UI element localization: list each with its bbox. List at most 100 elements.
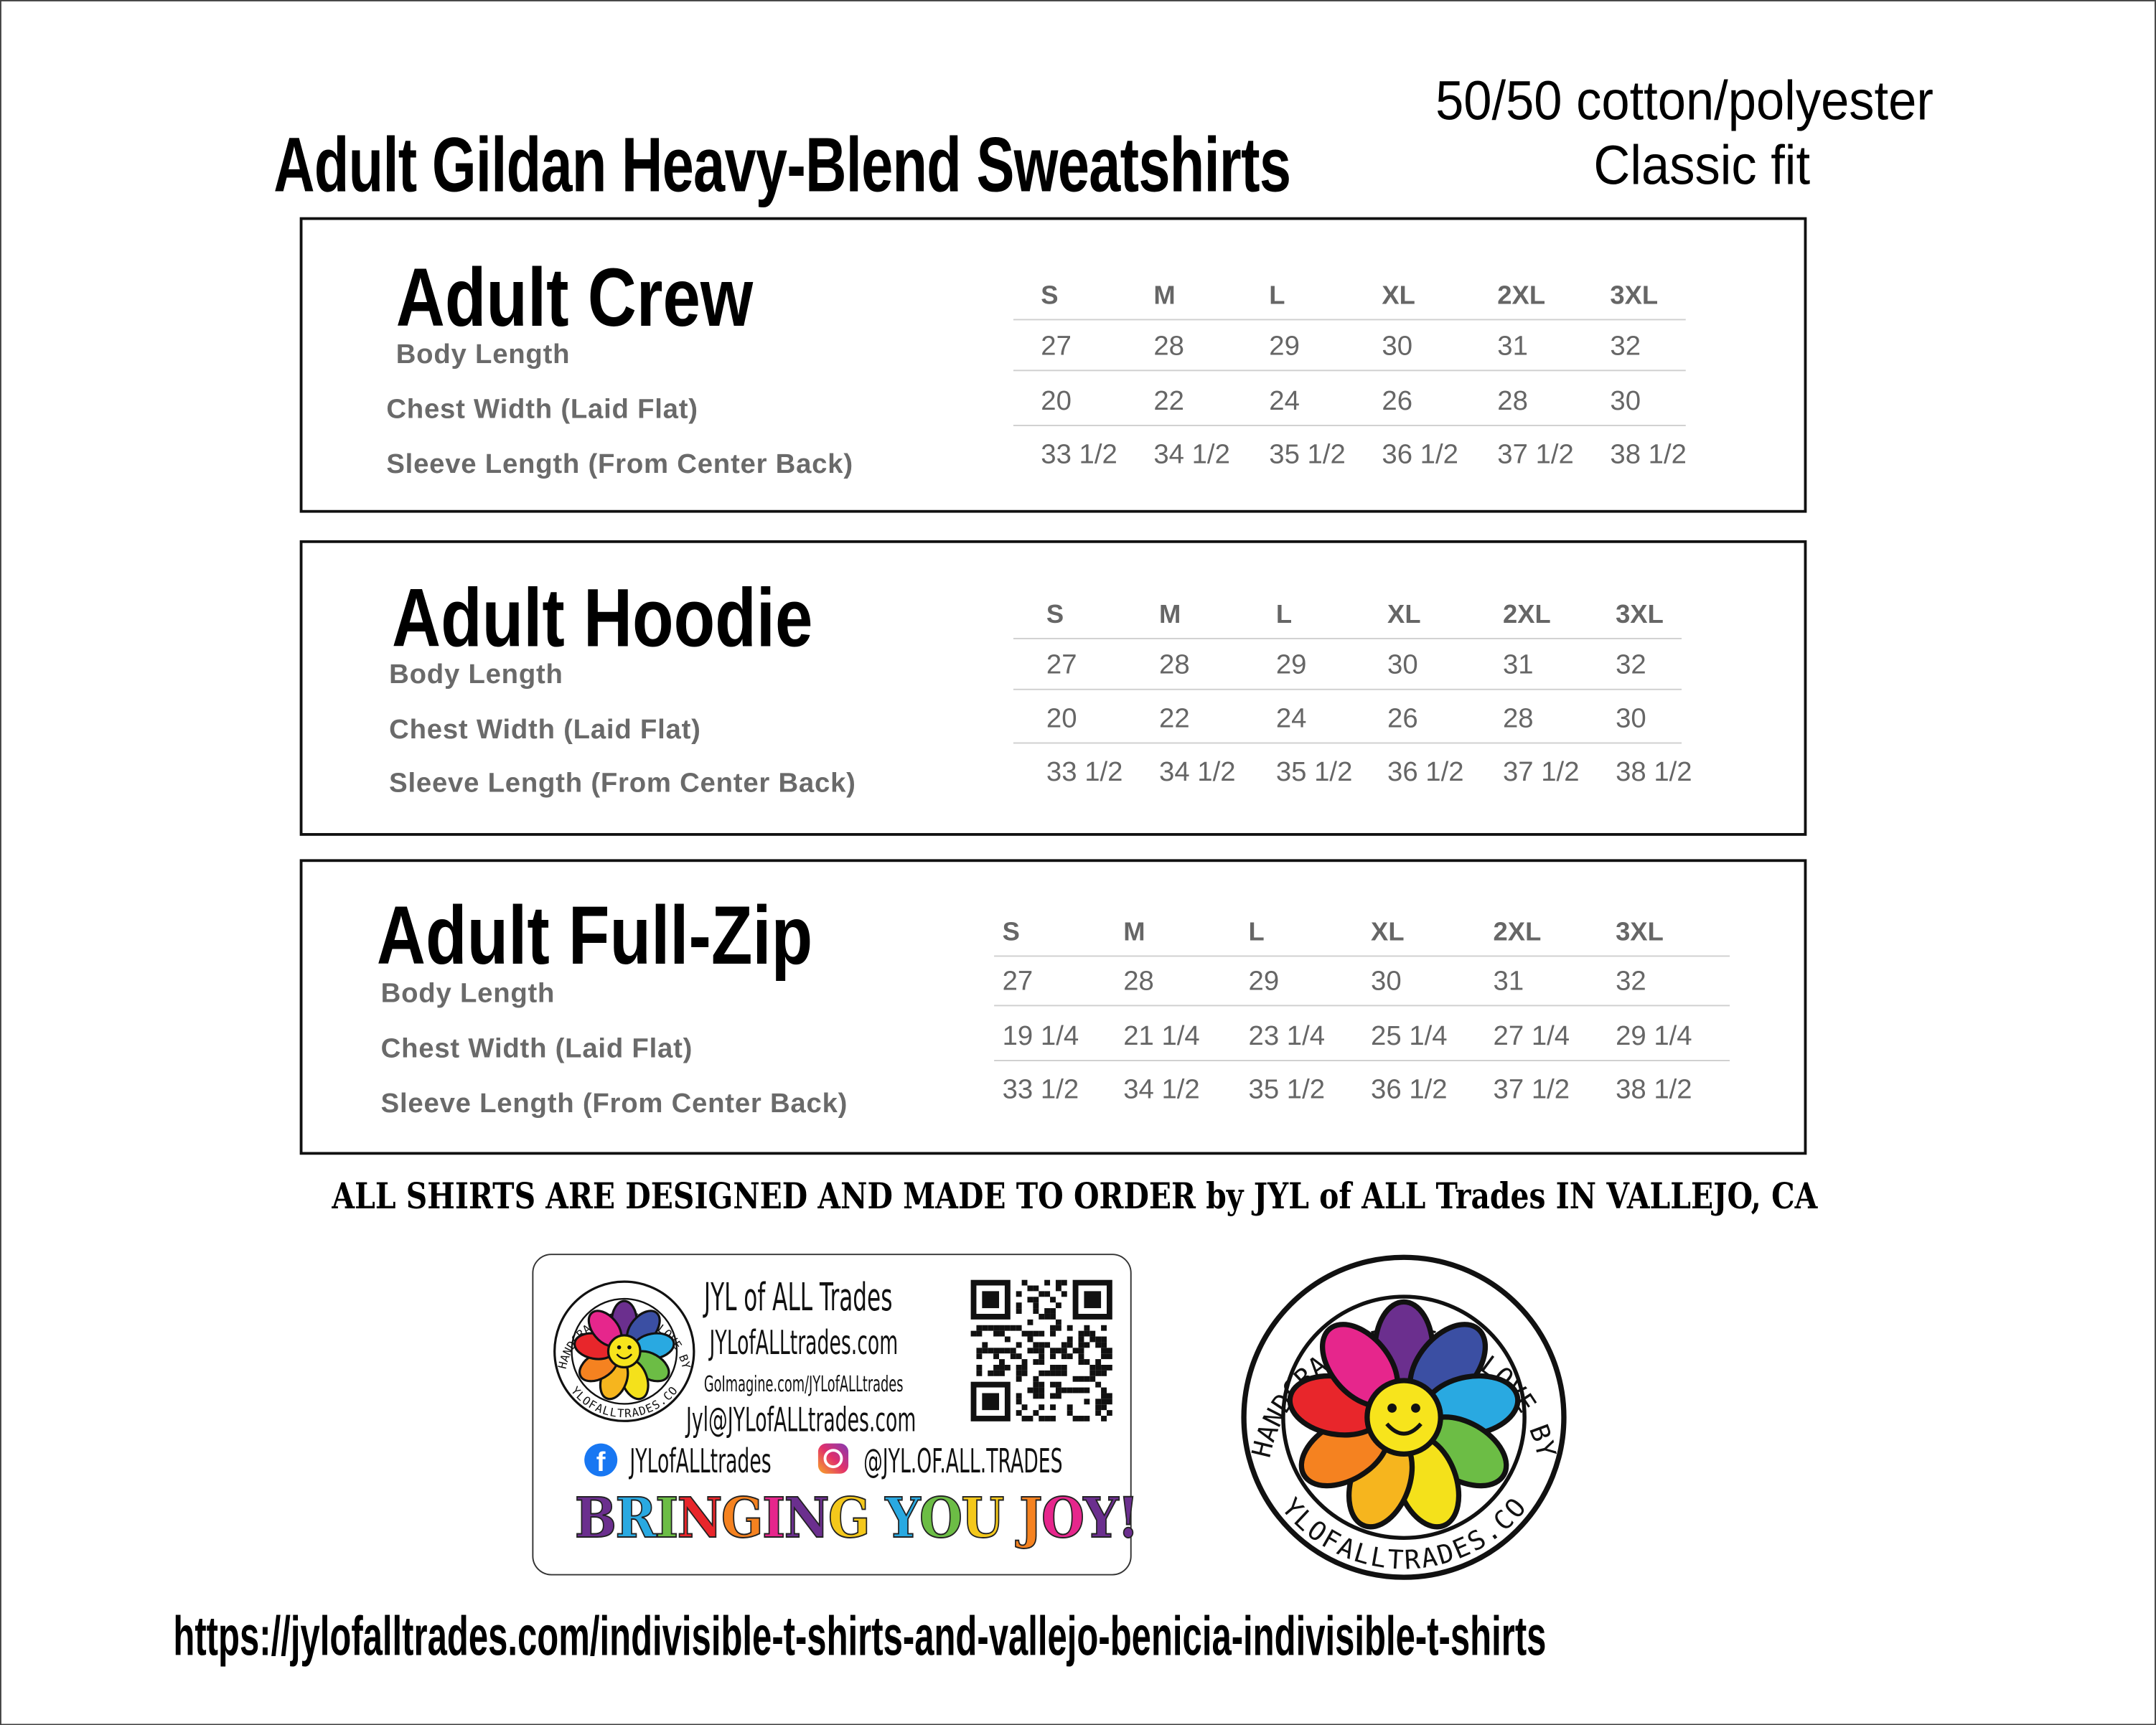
slogan-letter: B	[574, 1485, 617, 1551]
slogan-letter: Y	[1082, 1485, 1119, 1551]
size-value: 37 1/2	[1502, 757, 1580, 788]
size-value: 30	[1371, 966, 1402, 997]
size-header: M	[1159, 601, 1181, 630]
size-header: 3XL	[1610, 281, 1659, 311]
size-header: M	[1123, 918, 1145, 947]
fabric-info: 50/50 cotton/polyester	[1435, 71, 1934, 132]
size-header: 3XL	[1616, 918, 1664, 947]
size-value: 29	[1275, 650, 1307, 681]
size-header: 2XL	[1502, 601, 1551, 630]
size-value: 27	[1041, 331, 1072, 362]
slogan-letter: U	[960, 1485, 1005, 1551]
slogan-letter: O	[1041, 1485, 1085, 1551]
size-value: 34 1/2	[1159, 757, 1236, 788]
slogan: BRINGING YOU JOY!	[574, 1485, 1140, 1551]
size-value: 38 1/2	[1616, 757, 1692, 788]
size-table-box	[299, 859, 1807, 1155]
measurement-label: Body Length	[389, 659, 563, 690]
slogan-letter: N	[784, 1485, 830, 1551]
size-header: M	[1153, 281, 1176, 311]
row-divider	[994, 1060, 1730, 1061]
size-value: 34 1/2	[1153, 440, 1230, 471]
size-value: 19 1/4	[1002, 1021, 1079, 1052]
size-value: 28	[1159, 650, 1190, 681]
size-value: 25 1/4	[1371, 1021, 1448, 1052]
size-value: 26	[1382, 386, 1413, 417]
size-table-box	[299, 217, 1807, 513]
size-value: 27	[1002, 966, 1034, 997]
size-value: 29 1/4	[1616, 1021, 1692, 1052]
size-value: 22	[1153, 386, 1184, 417]
slogan-letter: J	[1018, 1485, 1043, 1551]
small-flower-logo: HANDCRAFTED WITH LOVE BYJYLOFALLTRADES.C…	[553, 1280, 695, 1422]
slogan-letter: G	[721, 1485, 764, 1551]
product-title: Adult Crew	[395, 251, 754, 344]
size-header: XL	[1382, 281, 1415, 311]
measurement-label: Chest Width (Laid Flat)	[380, 1033, 693, 1064]
size-value: 20	[1041, 386, 1072, 417]
measurement-label: Chest Width (Laid Flat)	[389, 715, 701, 746]
instagram-handle[interactable]: @JYL.OF.ALL.TRADES	[863, 1442, 1063, 1481]
size-value: 27 1/4	[1493, 1021, 1570, 1052]
measurement-label: Body Length	[395, 339, 571, 370]
slogan-letter: !	[1117, 1485, 1140, 1551]
size-value: 28	[1123, 966, 1154, 997]
fit-info: Classic fit	[1593, 136, 1811, 197]
size-value: 21 1/4	[1123, 1021, 1200, 1052]
card-goimagine: GoImagine.com/JYLofALLtrades	[703, 1371, 904, 1397]
size-value: 36 1/2	[1371, 1075, 1448, 1106]
size-value: 33 1/2	[1046, 757, 1123, 788]
size-value: 32	[1610, 331, 1641, 362]
size-header: XL	[1387, 601, 1421, 630]
size-value: 37 1/2	[1497, 440, 1574, 471]
card-website: JYLofALLtrades.com	[709, 1323, 899, 1363]
row-divider	[1013, 637, 1682, 639]
size-value: 23 1/4	[1248, 1021, 1326, 1052]
row-divider	[1013, 742, 1682, 744]
row-divider	[994, 955, 1730, 957]
slogan-letter: O	[919, 1485, 963, 1551]
slogan-letter	[1003, 1486, 1019, 1551]
facebook-handle[interactable]: JYLofALLtrades	[629, 1442, 772, 1481]
size-value: 20	[1046, 703, 1077, 735]
size-value: 32	[1616, 650, 1646, 681]
size-header: 2XL	[1493, 918, 1542, 947]
size-value: 29	[1269, 331, 1300, 362]
made-to-order-note: ALL SHIRTS ARE DESIGNED AND MADE TO ORDE…	[332, 1176, 1818, 1218]
row-divider	[1013, 370, 1686, 372]
website-url[interactable]: https://jylofalltrades.com/indivisible-t…	[173, 1607, 1547, 1668]
qr-code[interactable]	[970, 1279, 1112, 1421]
size-value: 29	[1248, 966, 1280, 997]
size-header: XL	[1371, 918, 1405, 947]
size-header: 3XL	[1616, 601, 1664, 630]
size-value: 24	[1275, 703, 1307, 735]
size-value: 27	[1046, 650, 1077, 681]
facebook-icon[interactable]: f	[584, 1443, 618, 1477]
size-value: 30	[1382, 331, 1413, 362]
measurement-label: Sleeve Length (From Center Back)	[386, 449, 853, 480]
slogan-letter: Y	[885, 1485, 922, 1551]
size-value: 31	[1493, 966, 1524, 997]
size-value: 35 1/2	[1269, 440, 1346, 471]
product-title: Adult Hoodie	[392, 571, 813, 664]
size-header: S	[1002, 918, 1020, 947]
measurement-label: Body Length	[380, 979, 556, 1010]
size-value: 22	[1159, 703, 1190, 735]
size-value: 30	[1616, 703, 1646, 735]
size-value: 36 1/2	[1382, 440, 1458, 471]
row-divider	[1013, 424, 1686, 426]
product-title: Adult Full-Zip	[376, 889, 813, 982]
size-value: 36 1/2	[1387, 757, 1464, 788]
size-value: 37 1/2	[1493, 1075, 1570, 1106]
business-card: HANDCRAFTED WITH LOVE BYJYLOFALLTRADES.C…	[532, 1254, 1140, 1576]
size-value: 28	[1497, 386, 1528, 417]
size-table-box	[299, 540, 1807, 836]
size-value: 38 1/2	[1616, 1075, 1692, 1106]
size-header: L	[1248, 918, 1265, 947]
size-header: S	[1041, 281, 1059, 311]
size-value: 35 1/2	[1275, 757, 1353, 788]
slogan-letter: R	[615, 1485, 657, 1551]
large-flower-logo: HANDCRAFTED WITH LOVE BYJYLOFALLTRADES.C…	[1241, 1254, 1567, 1580]
instagram-icon[interactable]	[817, 1443, 849, 1474]
